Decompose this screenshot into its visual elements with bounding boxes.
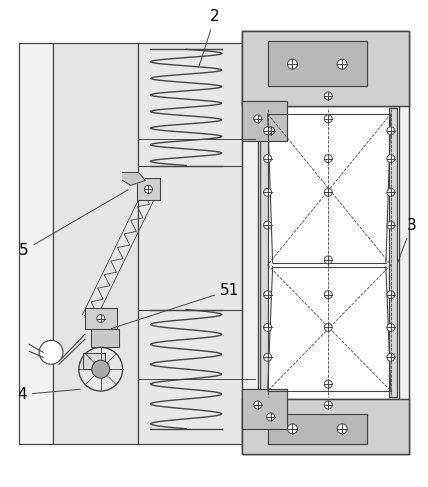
Circle shape — [264, 154, 272, 163]
Circle shape — [324, 323, 332, 332]
Text: 51: 51 — [111, 282, 239, 329]
Circle shape — [387, 291, 395, 299]
Bar — [242, 101, 286, 141]
Circle shape — [264, 127, 272, 135]
Text: 2: 2 — [199, 9, 220, 67]
Circle shape — [324, 92, 332, 100]
Bar — [137, 178, 160, 200]
Bar — [242, 389, 286, 429]
Bar — [260, 108, 268, 397]
Bar — [242, 389, 286, 429]
Bar — [53, 43, 139, 444]
Circle shape — [324, 188, 332, 196]
Text: 4: 4 — [17, 387, 80, 402]
Bar — [389, 108, 397, 397]
Bar — [260, 108, 268, 397]
Bar — [85, 308, 117, 329]
Circle shape — [387, 188, 395, 196]
Bar — [389, 108, 397, 397]
Bar — [268, 414, 367, 444]
Circle shape — [387, 127, 395, 135]
Bar — [258, 106, 399, 399]
Bar — [258, 106, 399, 399]
Circle shape — [92, 360, 110, 378]
Bar — [242, 31, 409, 453]
Circle shape — [337, 424, 347, 434]
Bar — [268, 41, 367, 86]
Circle shape — [254, 115, 262, 123]
Bar — [139, 43, 242, 444]
Circle shape — [267, 413, 275, 421]
Bar — [19, 43, 53, 444]
Circle shape — [337, 59, 347, 69]
Circle shape — [387, 154, 395, 163]
Circle shape — [387, 221, 395, 229]
Circle shape — [97, 315, 105, 322]
Bar — [91, 329, 119, 347]
Bar — [242, 31, 409, 453]
Circle shape — [324, 256, 332, 264]
Circle shape — [264, 323, 272, 332]
Circle shape — [324, 115, 332, 123]
Circle shape — [288, 59, 297, 69]
Bar — [85, 308, 117, 329]
Circle shape — [324, 291, 332, 299]
Bar — [268, 414, 367, 444]
Circle shape — [254, 401, 262, 409]
Circle shape — [288, 424, 297, 434]
Circle shape — [145, 186, 152, 193]
Bar — [242, 399, 409, 453]
Circle shape — [267, 127, 275, 135]
Bar — [83, 353, 105, 369]
Circle shape — [264, 188, 272, 196]
Polygon shape — [122, 172, 146, 186]
Bar — [268, 41, 367, 86]
Circle shape — [387, 323, 395, 332]
Circle shape — [324, 154, 332, 163]
Circle shape — [264, 291, 272, 299]
Bar — [19, 43, 53, 444]
Bar — [139, 43, 242, 444]
Bar — [242, 101, 286, 141]
Bar — [242, 31, 409, 106]
Circle shape — [264, 221, 272, 229]
Bar — [83, 353, 105, 369]
Circle shape — [387, 353, 395, 361]
Circle shape — [39, 340, 63, 364]
Bar — [137, 178, 160, 200]
Bar — [242, 31, 409, 106]
Circle shape — [324, 380, 332, 388]
Bar — [91, 329, 119, 347]
Circle shape — [264, 353, 272, 361]
Circle shape — [79, 347, 122, 391]
Text: 3: 3 — [398, 218, 416, 262]
Circle shape — [324, 401, 332, 409]
Bar — [242, 399, 409, 453]
Bar — [53, 43, 139, 444]
Text: 5: 5 — [19, 190, 128, 258]
